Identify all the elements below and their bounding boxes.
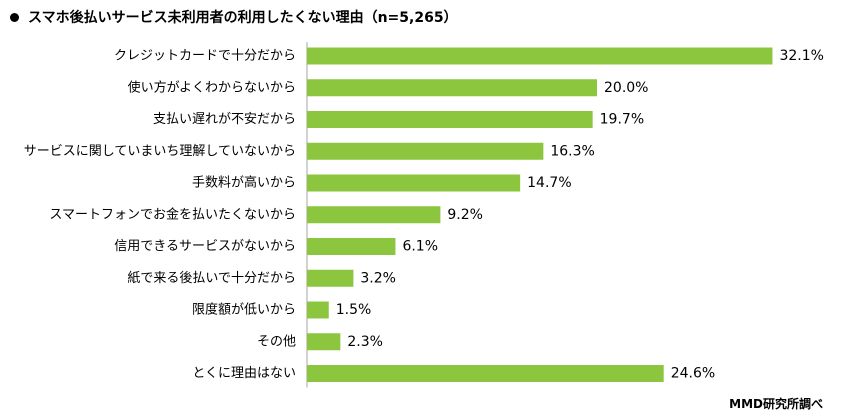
data-label: 6.1% (402, 239, 438, 255)
data-label: 16.3% (550, 143, 594, 159)
category-label: 信用できるサービスがないから (114, 239, 296, 254)
data-label: 19.7% (600, 112, 644, 128)
category-label: 支払い遅れが不安だから (153, 112, 296, 127)
bar (307, 269, 354, 287)
data-label: 20.0% (604, 80, 648, 96)
bar (307, 333, 341, 351)
source-credit: MMD研究所調べ (729, 397, 823, 411)
bullet-icon (10, 12, 19, 22)
bar (307, 174, 521, 192)
data-label: 3.2% (360, 270, 396, 286)
category-label: サービスに関していまいち理解していないから (24, 144, 296, 159)
data-label: 9.2% (447, 207, 483, 223)
bar (307, 79, 597, 97)
data-label: 32.1% (779, 48, 823, 64)
data-label: 2.3% (347, 334, 383, 350)
bar (307, 365, 664, 382)
bar (307, 111, 593, 128)
data-label: 14.7% (527, 175, 571, 191)
bar (307, 142, 544, 160)
category-label: 手数料が高いから (192, 175, 296, 191)
data-label: 24.6% (671, 366, 715, 382)
category-label: とくに理由はない (192, 366, 296, 381)
category-label: クレジットカードで十分だから (114, 49, 296, 64)
category-label: 限度額が低いから (192, 302, 296, 318)
chart-title-text: スマホ後払いサービス未利用者の利用したくない理由（n=5,265） (28, 10, 458, 26)
data-label: 1.5% (336, 302, 372, 318)
bar (307, 238, 396, 255)
bar (307, 47, 773, 65)
category-label: スマートフォンでお金を払いたくないから (49, 206, 296, 222)
category-label: 紙で来る後払いで十分だから (127, 271, 296, 286)
chart-title: スマホ後払いサービス未利用者の利用したくない理由（n=5,265） (10, 7, 458, 27)
category-label: その他 (257, 334, 296, 349)
category-label: 使い方がよくわからないから (128, 79, 296, 95)
bar (307, 206, 441, 224)
bar (307, 301, 329, 319)
